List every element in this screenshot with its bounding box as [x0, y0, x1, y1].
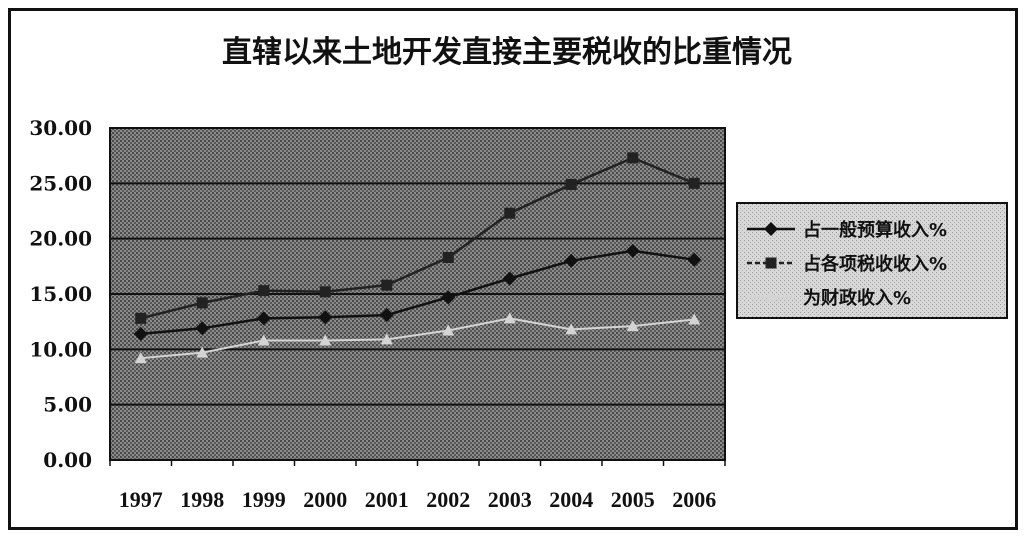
data-point — [381, 279, 393, 291]
legend-swatch-marker — [764, 222, 778, 236]
data-point — [257, 334, 270, 346]
legend-box — [736, 202, 1008, 319]
data-point — [134, 352, 147, 364]
y-tick-label: 5.00 — [43, 393, 92, 417]
x-tick-label: 2006 — [672, 487, 716, 512]
data-point — [379, 308, 394, 323]
y-axis-ticks: 0.00 5.00 10.00 15.00 20.00 25.00 30.00 — [29, 116, 92, 472]
data-point — [627, 152, 639, 164]
data-point — [688, 313, 701, 325]
data-point — [256, 311, 271, 326]
series-line — [140, 249, 695, 336]
y-tick-label: 0.00 — [43, 448, 92, 472]
data-point — [380, 333, 393, 345]
x-tick-label: 1999 — [242, 487, 286, 512]
series-2 — [135, 152, 700, 324]
data-point — [441, 290, 456, 305]
y-tick-label: 25.00 — [29, 171, 92, 195]
series-1 — [133, 243, 702, 341]
legend-label: 为财政收入% — [803, 287, 911, 309]
data-point — [442, 251, 454, 263]
series-3 — [134, 312, 701, 364]
data-point — [565, 323, 578, 335]
y-tick-label: 30.00 — [29, 116, 92, 140]
x-tick-label: 2003 — [488, 487, 532, 512]
data-point — [626, 320, 639, 332]
data-point — [196, 346, 209, 358]
data-point — [625, 243, 640, 258]
x-tick-label: 2002 — [426, 487, 470, 512]
y-tick-label: 10.00 — [29, 337, 92, 361]
y-tick-label: 20.00 — [29, 227, 92, 251]
x-tick-label: 2004 — [549, 487, 593, 512]
series-layer — [133, 152, 702, 364]
data-point — [135, 312, 147, 324]
data-point — [504, 207, 516, 219]
legend-item: 占各项税收收入% — [747, 253, 947, 275]
legend-label: 占一般预算收入% — [803, 219, 947, 241]
series-line — [140, 156, 695, 320]
x-tick-label: 2005 — [611, 487, 655, 512]
chart-title: 直辖以来土地开发直接主要税收的比重情况 — [222, 35, 792, 70]
data-point — [688, 177, 700, 189]
data-point — [319, 334, 332, 346]
series-line — [140, 317, 695, 360]
x-tick-label: 1998 — [180, 487, 224, 512]
legend-swatch-marker — [765, 257, 777, 269]
data-point — [258, 285, 270, 297]
data-point — [133, 326, 148, 341]
data-point — [565, 178, 577, 190]
legend: 占一般预算收入% 占各项税收收入% 为财政收入% — [736, 202, 1008, 319]
data-point — [687, 252, 702, 267]
legend-item: 为财政收入% — [747, 287, 911, 309]
data-point — [195, 321, 210, 336]
data-point — [196, 297, 208, 309]
data-point — [564, 253, 579, 268]
data-point — [442, 324, 455, 336]
x-tick-label: 2001 — [365, 487, 409, 512]
x-tick-label: 2000 — [303, 487, 347, 512]
y-tick-label: 15.00 — [29, 282, 92, 306]
legend-swatch-marker — [765, 291, 777, 302]
data-point — [502, 271, 517, 286]
data-point — [503, 312, 516, 324]
x-axis-ticks: 1997 1998 1999 2000 2001 2002 2003 2004 2005 2006 — [109, 460, 726, 512]
data-point — [319, 286, 331, 298]
legend-label: 占各项税收收入% — [803, 253, 947, 275]
gridlines — [110, 127, 725, 461]
data-point — [318, 310, 333, 325]
legend-item: 占一般预算收入% — [747, 219, 947, 241]
x-tick-label: 1997 — [119, 487, 163, 512]
